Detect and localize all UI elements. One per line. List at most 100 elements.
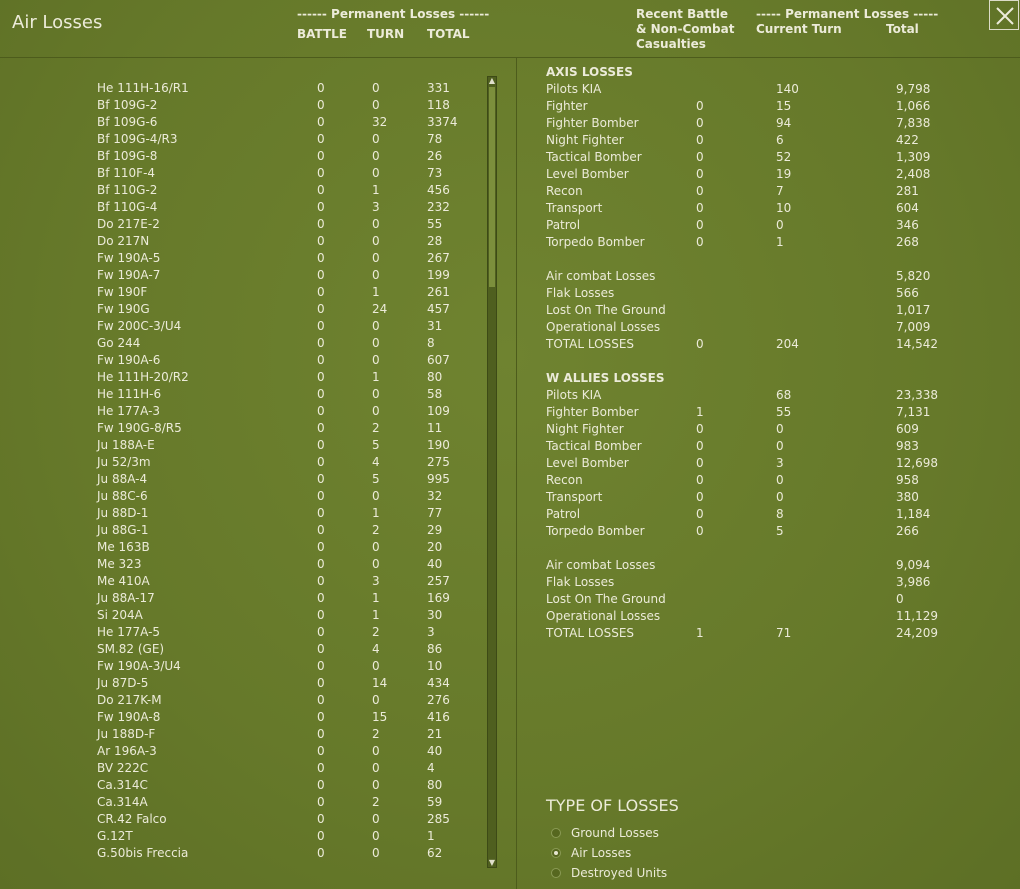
- total-losses: 31: [427, 319, 443, 333]
- aircraft-name: Ca.314A: [97, 795, 148, 809]
- turn-losses: 7: [776, 184, 784, 198]
- turn-losses: 2: [372, 727, 380, 741]
- scroll-down[interactable]: ▼: [488, 858, 496, 867]
- radio-button[interactable]: [551, 828, 561, 838]
- turn-losses: 0: [372, 387, 380, 401]
- total-losses: 276: [427, 693, 450, 707]
- aircraft-name: G.12T: [97, 829, 133, 843]
- column-header: TURN: [367, 27, 405, 41]
- loss-label: Night Fighter: [546, 133, 624, 147]
- battle-losses: 0: [317, 574, 325, 588]
- aircraft-name: Fw 190G: [97, 302, 150, 316]
- total-losses: 281: [896, 184, 919, 198]
- column-header: BATTLE: [297, 27, 347, 41]
- battle-losses: 0: [317, 370, 325, 384]
- loss-label: Pilots KIA: [546, 388, 602, 402]
- turn-losses: 1: [372, 506, 380, 520]
- turn-losses: 0: [372, 778, 380, 792]
- total-losses: 0: [896, 592, 904, 606]
- aircraft-name: Ar 196A-3: [97, 744, 157, 758]
- scroll-thumb[interactable]: [489, 87, 495, 287]
- aircraft-name: Fw 190A-5: [97, 251, 161, 265]
- total-losses: 983: [896, 439, 919, 453]
- battle-losses: 0: [317, 727, 325, 741]
- battle-losses: 0: [317, 506, 325, 520]
- turn-losses: 0: [372, 268, 380, 282]
- loss-label: Operational Losses: [546, 320, 661, 334]
- loss-label: Fighter Bomber: [546, 116, 639, 130]
- loss-label: Transport: [546, 490, 603, 504]
- turn-losses: 3: [776, 456, 784, 470]
- type-title: TYPE OF LOSSES: [546, 796, 679, 815]
- turn-losses: 0: [372, 81, 380, 95]
- total-losses: 8: [427, 336, 435, 350]
- battle-losses: 0: [317, 336, 325, 350]
- aircraft-name: Si 204A: [97, 608, 143, 622]
- turn-losses: 0: [372, 761, 380, 775]
- radio-label[interactable]: Ground Losses: [571, 826, 659, 840]
- aircraft-name: Fw 200C-3/U4: [97, 319, 182, 333]
- recent-losses: 0: [696, 473, 704, 487]
- battle-losses: 0: [317, 217, 325, 231]
- turn-losses: 1: [372, 591, 380, 605]
- scrollbar[interactable]: ▲ ▼: [487, 76, 497, 868]
- turn-losses: 140: [776, 82, 799, 96]
- turn-losses: 0: [776, 422, 784, 436]
- battle-losses: 0: [317, 353, 325, 367]
- close-button[interactable]: [989, 0, 1019, 30]
- total-losses: 7,838: [896, 116, 931, 130]
- radio-label[interactable]: Air Losses: [571, 846, 632, 860]
- aircraft-name: SM.82 (GE): [97, 642, 165, 656]
- turn-losses: 8: [776, 507, 784, 521]
- battle-losses: 0: [317, 676, 325, 690]
- recent-losses: 0: [696, 184, 704, 198]
- battle-losses: 0: [317, 778, 325, 792]
- radio-label[interactable]: Destroyed Units: [571, 866, 668, 880]
- scroll-up[interactable]: ▲: [488, 76, 496, 85]
- turn-losses: 0: [776, 218, 784, 232]
- battle-losses: 0: [317, 115, 325, 129]
- turn-losses: 0: [372, 744, 380, 758]
- recent-losses: 0: [696, 116, 704, 130]
- total-losses: 380: [896, 490, 919, 504]
- total-losses: 266: [896, 524, 919, 538]
- total-losses: 26: [427, 149, 443, 163]
- total-losses: 422: [896, 133, 919, 147]
- loss-label: Lost On The Ground: [546, 303, 666, 317]
- total-losses: 11: [427, 421, 443, 435]
- battle-losses: 0: [317, 98, 325, 112]
- recent-losses: 0: [696, 99, 704, 113]
- loss-label: Operational Losses: [546, 609, 661, 623]
- total-losses: 118: [427, 98, 450, 112]
- turn-losses: 0: [776, 439, 784, 453]
- recent-header: Casualties: [636, 37, 706, 51]
- total-losses: 1,066: [896, 99, 931, 113]
- total-losses: 29: [427, 523, 443, 537]
- total-losses: 78: [427, 132, 443, 146]
- total-losses: 275: [427, 455, 450, 469]
- loss-label: Air combat Losses: [546, 558, 656, 572]
- total-losses: 58: [427, 387, 443, 401]
- loss-label: Torpedo Bomber: [546, 524, 645, 538]
- turn-losses: 1: [776, 235, 784, 249]
- battle-losses: 0: [317, 829, 325, 843]
- radio-button[interactable]: [551, 868, 561, 878]
- turn-losses: 71: [776, 626, 792, 640]
- turn-losses: 0: [372, 319, 380, 333]
- aircraft-name: Do 217N: [97, 234, 150, 248]
- total-losses: 285: [427, 812, 450, 826]
- total-losses: 9,094: [896, 558, 931, 572]
- aircraft-name: He 177A-3: [97, 404, 161, 418]
- battle-losses: 0: [317, 540, 325, 554]
- battle-losses: 0: [317, 761, 325, 775]
- aircraft-name: Fw 190F: [97, 285, 148, 299]
- divider: [0, 57, 1020, 58]
- total-losses: 20: [427, 540, 443, 554]
- loss-label: Flak Losses: [546, 286, 615, 300]
- aircraft-name: Ju 88D-1: [97, 506, 149, 520]
- total-losses: 9,798: [896, 82, 931, 96]
- turn-losses: 24: [372, 302, 388, 316]
- radio-button[interactable]: [551, 848, 561, 858]
- recent-losses: 1: [696, 405, 704, 419]
- total-losses: 5,820: [896, 269, 931, 283]
